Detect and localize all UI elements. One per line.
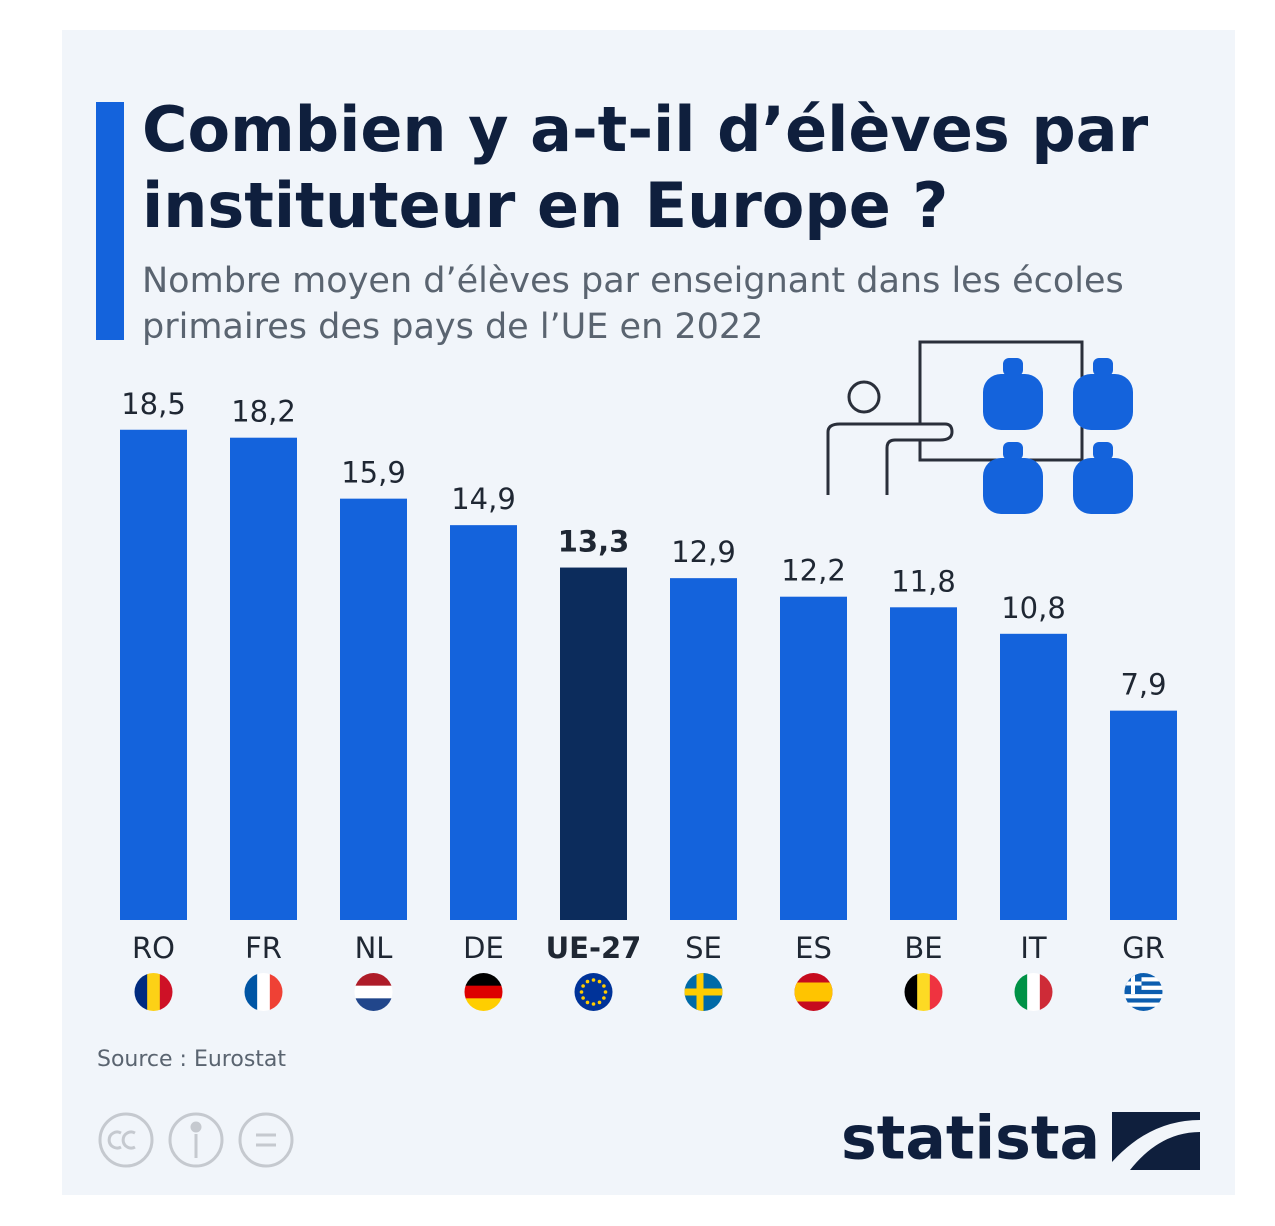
bar bbox=[340, 498, 407, 920]
license-icons bbox=[98, 1112, 294, 1168]
flag-part bbox=[464, 998, 503, 1011]
source: Source : Eurostat bbox=[97, 1047, 286, 1072]
flag bbox=[904, 973, 943, 1011]
title-accent bbox=[96, 102, 124, 340]
flag-part bbox=[581, 984, 585, 988]
flag-part bbox=[603, 990, 608, 994]
value-label: 12,9 bbox=[671, 535, 736, 569]
flag-part bbox=[579, 990, 584, 994]
value-label: 18,2 bbox=[231, 395, 296, 429]
flag-part bbox=[684, 988, 723, 996]
flag bbox=[684, 973, 723, 1011]
flag bbox=[244, 973, 283, 1011]
x-tick-label: UE-27 bbox=[546, 931, 642, 965]
value-label: 11,8 bbox=[891, 564, 956, 598]
flag-part bbox=[591, 978, 596, 982]
bar bbox=[670, 578, 737, 920]
flag bbox=[1124, 973, 1163, 1011]
flag-part bbox=[794, 982, 833, 1002]
x-tick-label: GR bbox=[1122, 931, 1165, 965]
flag-part bbox=[581, 996, 585, 1000]
x-tick-label: NL bbox=[355, 931, 393, 965]
brand-logo bbox=[1112, 1112, 1200, 1170]
flag-part bbox=[147, 973, 161, 1011]
flag bbox=[464, 973, 503, 1011]
value-label: 12,2 bbox=[781, 554, 846, 588]
flag-part bbox=[929, 973, 943, 1011]
flag bbox=[134, 973, 173, 1011]
x-tick-label: IT bbox=[1020, 931, 1047, 965]
flag-part bbox=[354, 973, 393, 987]
flag-part bbox=[134, 973, 148, 1011]
x-tick-label: DE bbox=[463, 931, 504, 965]
value-label: 7,9 bbox=[1120, 668, 1166, 702]
flag bbox=[354, 973, 393, 1011]
flag-part bbox=[1124, 989, 1163, 995]
bar bbox=[120, 429, 187, 920]
flag-part bbox=[597, 1000, 602, 1005]
bar bbox=[450, 525, 517, 920]
bar bbox=[890, 607, 957, 920]
x-tick-label: BE bbox=[904, 931, 942, 965]
flag-part bbox=[1124, 981, 1163, 986]
flag-part bbox=[1124, 973, 1163, 978]
flag-part bbox=[257, 973, 271, 1011]
flag-part bbox=[591, 1002, 596, 1006]
flag-part bbox=[585, 979, 590, 984]
flag-part bbox=[159, 973, 173, 1011]
flag-part bbox=[269, 973, 283, 1011]
flag bbox=[1014, 973, 1053, 1011]
value-label: 10,8 bbox=[1001, 591, 1066, 625]
flag-part bbox=[464, 985, 503, 999]
chart-title: Combien y a-t-il d’élèves par instituteu… bbox=[142, 93, 1149, 242]
backpacks bbox=[983, 358, 1133, 514]
value-label: 15,9 bbox=[341, 456, 406, 490]
value-label: 13,3 bbox=[558, 525, 630, 559]
bar bbox=[780, 596, 847, 920]
flag-part bbox=[602, 996, 606, 1000]
flag-part bbox=[1124, 998, 1163, 1003]
flag-part bbox=[904, 973, 918, 1011]
flag bbox=[574, 973, 613, 1011]
flag-part bbox=[244, 973, 258, 1011]
x-tick-label: FR bbox=[245, 931, 282, 965]
brand: statista bbox=[841, 1104, 1100, 1174]
flag-part bbox=[602, 984, 606, 988]
x-tick-label: RO bbox=[132, 931, 175, 965]
flag-part bbox=[464, 973, 503, 987]
flag-part bbox=[1124, 981, 1142, 986]
flag-part bbox=[585, 1000, 590, 1005]
value-label: 14,9 bbox=[451, 482, 516, 516]
flag bbox=[794, 973, 833, 1011]
bar bbox=[230, 437, 297, 920]
flag-part bbox=[1124, 1006, 1163, 1011]
flag-part bbox=[1027, 973, 1041, 1011]
flag-part bbox=[1014, 973, 1028, 1011]
flag-part bbox=[354, 998, 393, 1011]
flag-part bbox=[917, 973, 931, 1011]
chart-subtitle: Nombre moyen d’élèves par enseignant dan… bbox=[142, 261, 1124, 347]
flag-part bbox=[1039, 973, 1053, 1011]
bar bbox=[1110, 710, 1177, 920]
bar bbox=[560, 567, 627, 920]
bar bbox=[1000, 633, 1067, 920]
flag-part bbox=[597, 979, 602, 984]
flag-part bbox=[354, 985, 393, 999]
value-label: 18,5 bbox=[121, 387, 186, 421]
illustration bbox=[826, 340, 1084, 495]
x-tick-label: ES bbox=[795, 931, 832, 965]
x-tick-label: SE bbox=[685, 931, 722, 965]
